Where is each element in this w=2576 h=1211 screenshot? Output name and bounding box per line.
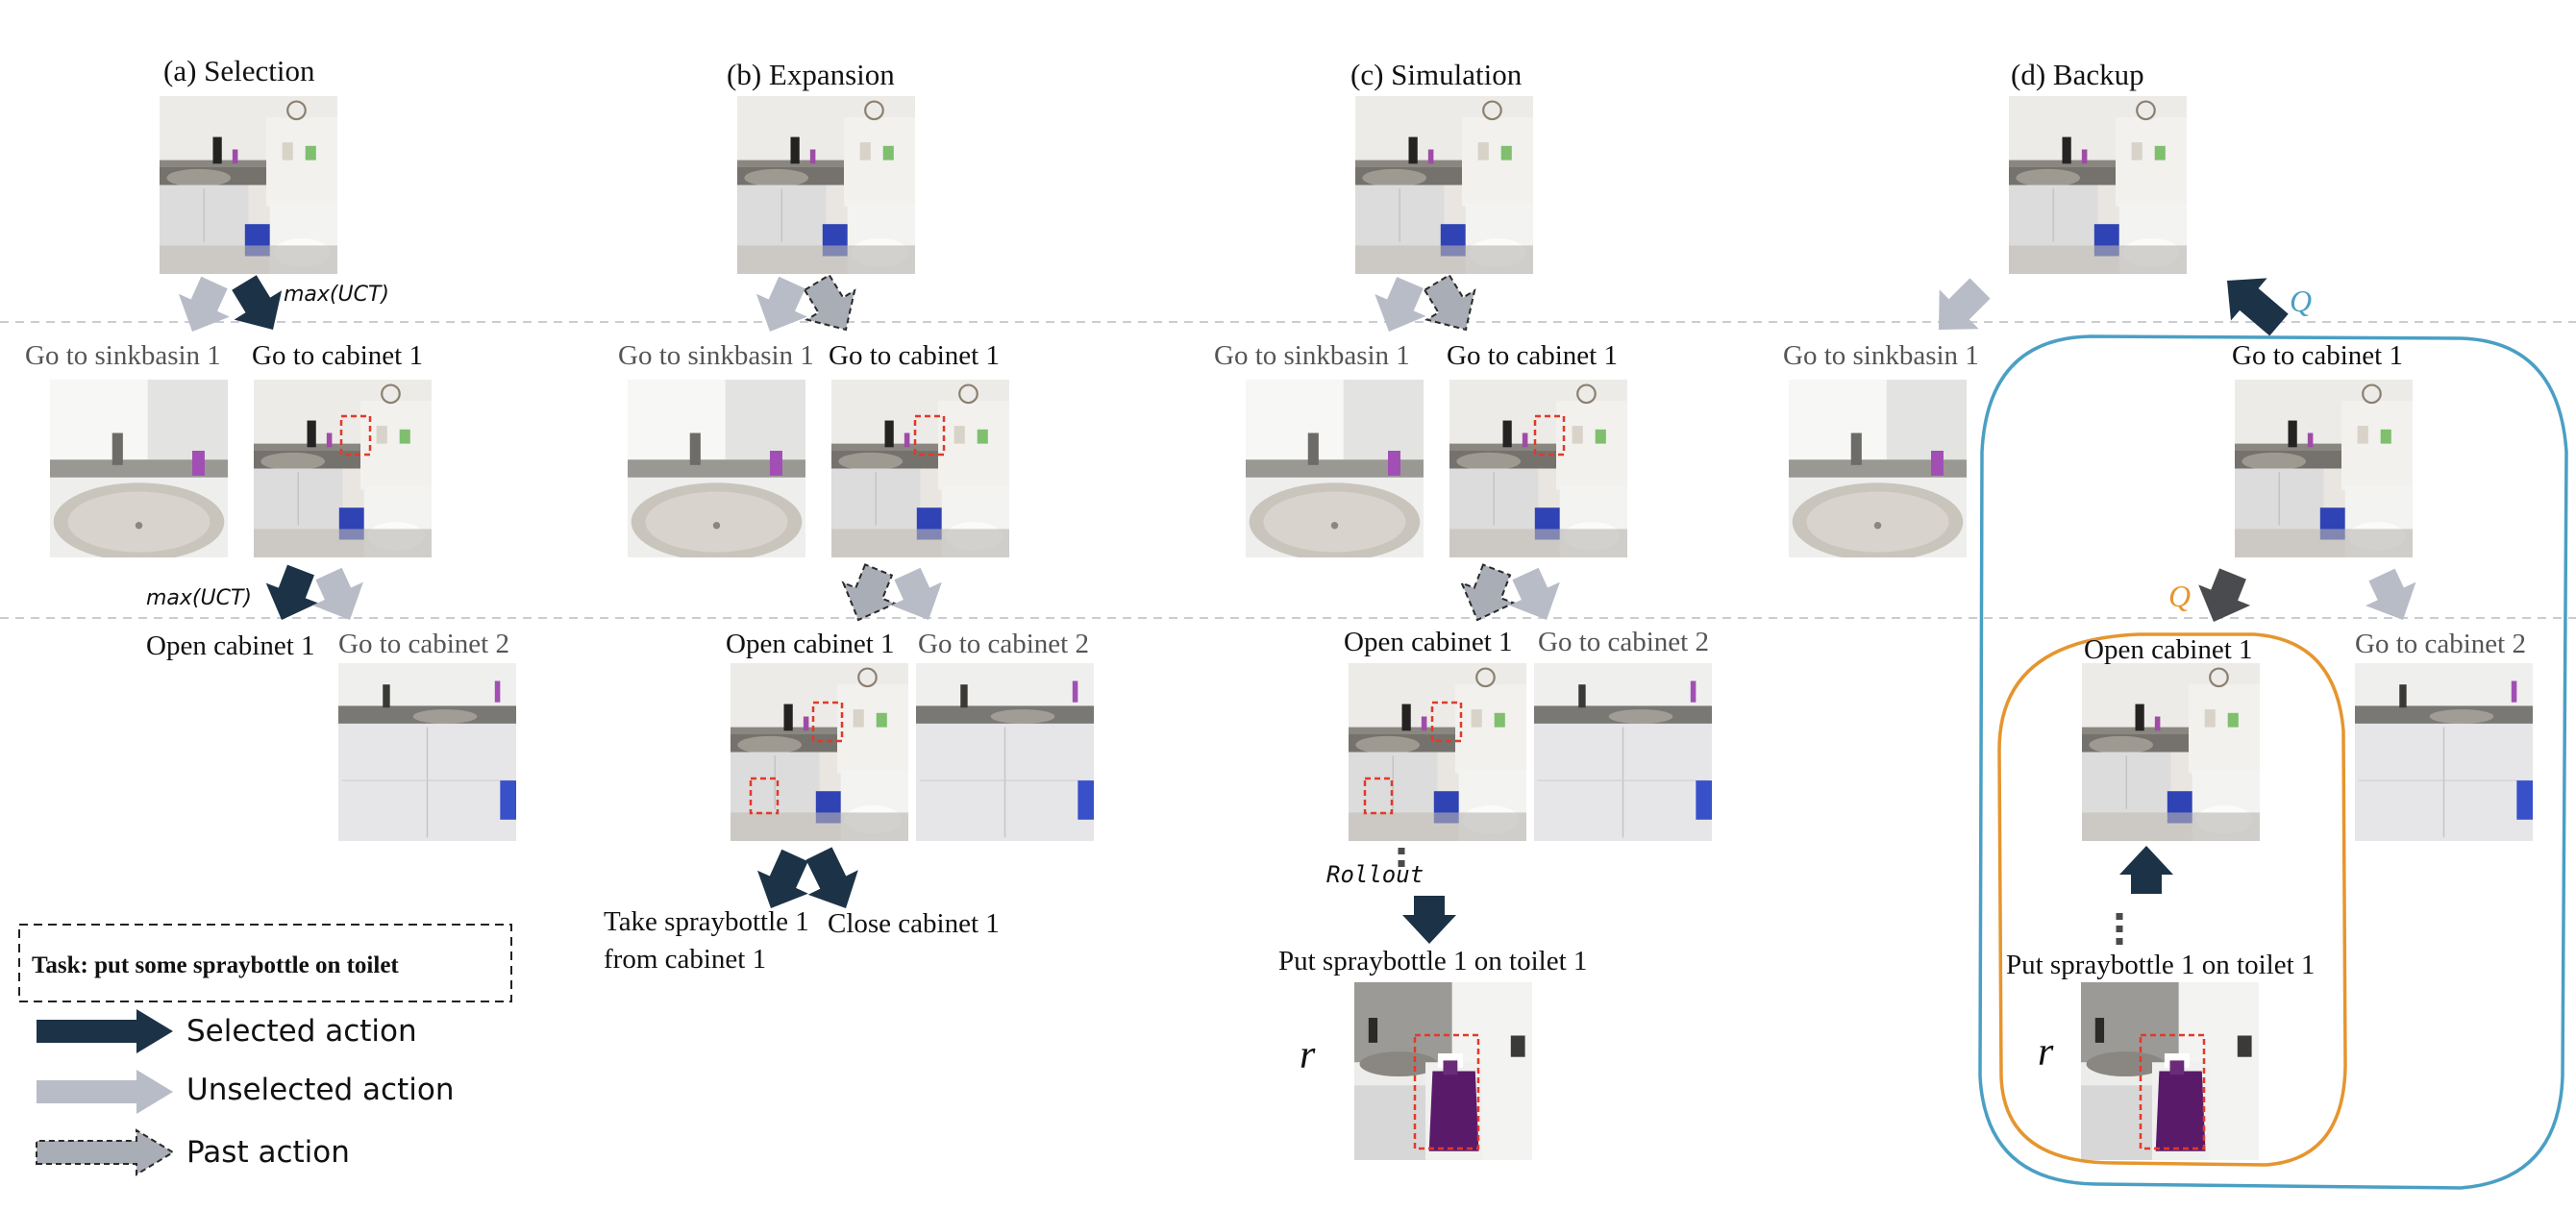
panel-expansion	[628, 96, 1094, 841]
panel-title-expansion: (b) Expansion	[727, 58, 895, 91]
action-label-go-cabinet-2: Go to cabinet 2	[918, 629, 1089, 659]
highlight-box	[1413, 1033, 1480, 1150]
state-image-spraybottle-on-toilet	[1354, 982, 1532, 1160]
root-state-image	[737, 96, 915, 274]
action-label-take-spraybottle: Take spraybottle 1	[604, 906, 809, 937]
q-value-label-outer: Q	[2290, 284, 2313, 318]
legend-selected-arrow	[37, 1009, 173, 1053]
panel-backup	[1789, 96, 2568, 1190]
backup-propagation-arrow	[2227, 278, 2289, 336]
backup-inner-region	[1997, 632, 2347, 1167]
action-label-open-cabinet-1: Open cabinet 1	[146, 630, 315, 661]
reward-label: r	[2038, 1030, 2054, 1075]
state-image-spraybottle-on-toilet	[2081, 982, 2259, 1160]
legend-selected-label: Selected action	[186, 1014, 417, 1049]
action-label-go-cabinet-2: Go to cabinet 2	[338, 629, 509, 659]
unselected-action-arrow	[312, 567, 363, 620]
action-label-put-spraybottle: Put spraybottle 1 on toilet 1	[2006, 950, 2316, 980]
root-state-image	[160, 96, 337, 274]
panel-selection	[50, 96, 516, 841]
highlight-box	[339, 414, 372, 457]
unselected-action-arrow	[1939, 278, 1991, 330]
state-image-sinkbasin	[628, 380, 805, 557]
action-label-go-cabinet-2: Go to cabinet 2	[1538, 627, 1709, 657]
legend-unselected-arrow	[37, 1070, 173, 1114]
uct-annotation: max(UCT)	[284, 283, 389, 307]
action-label-go-sinkbasin: Go to sinkbasin 1	[1214, 340, 1410, 371]
state-image-sinkbasin	[50, 380, 228, 557]
state-image-cabinet-1	[254, 380, 432, 557]
rollout-label: Rollout	[1326, 861, 1424, 888]
state-image-cabinet-2	[1534, 663, 1712, 841]
state-image-cabinet-2	[916, 663, 1094, 841]
legend-past-label: Past action	[186, 1135, 350, 1170]
action-label-go-cabinet-2: Go to cabinet 2	[2355, 629, 2526, 659]
action-label-open-cabinet-1: Open cabinet 1	[2084, 634, 2253, 665]
past-action-arrow	[1459, 563, 1517, 622]
highlight-box	[811, 701, 844, 743]
panel-title-simulation: (c) Simulation	[1350, 58, 1523, 91]
state-image-open-cabinet-1	[2082, 663, 2260, 841]
legend-past-arrow	[36, 1128, 175, 1176]
panel-title-backup: (d) Backup	[2011, 58, 2144, 91]
past-action-arrow	[1423, 273, 1476, 332]
unselected-action-arrow	[1375, 277, 1426, 332]
unselected-action-arrow	[178, 276, 230, 332]
action-label-take-spraybottle-source: from cabinet 1	[604, 944, 767, 975]
action-label-open-cabinet-1: Open cabinet 1	[726, 629, 895, 659]
unselected-action-arrow	[755, 276, 807, 332]
action-label-go-cabinet-1: Go to cabinet 1	[1447, 340, 1618, 371]
action-label-go-sinkbasin: Go to sinkbasin 1	[25, 340, 221, 371]
state-image-cabinet-1	[831, 380, 1009, 557]
action-label-go-cabinet-1: Go to cabinet 1	[829, 340, 1000, 371]
task-box	[18, 924, 512, 1002]
selected-action-arrow	[805, 847, 858, 908]
backup-outer-region	[1978, 334, 2568, 1190]
state-image-cabinet-1	[1449, 380, 1627, 557]
state-image-cabinet-1	[2235, 380, 2413, 557]
action-label-go-sinkbasin: Go to sinkbasin 1	[618, 340, 814, 371]
panel-simulation	[1246, 96, 1712, 1160]
unselected-action-arrow	[2365, 568, 2416, 620]
state-image-sinkbasin	[1246, 380, 1424, 557]
unselected-action-arrow	[1509, 567, 1560, 620]
highlight-box	[1430, 701, 1463, 743]
q-value-label-inner: Q	[2168, 579, 2192, 613]
action-label-go-cabinet-1: Go to cabinet 1	[252, 340, 423, 371]
root-state-image	[1355, 96, 1533, 274]
unselected-action-arrow	[891, 567, 942, 620]
highlight-box	[2139, 1033, 2206, 1150]
panel-title-selection: (a) Selection	[163, 54, 315, 87]
state-image-cabinet-2	[2355, 663, 2533, 841]
past-action-arrow	[841, 563, 898, 622]
reward-label: r	[1300, 1033, 1316, 1077]
backup-action-arrow	[2198, 568, 2251, 622]
task-text: Task: put some spraybottle on toilet	[32, 952, 399, 978]
legend-unselected-label: Unselected action	[186, 1073, 455, 1107]
arrow-layer	[36, 273, 2416, 1176]
highlight-box	[749, 777, 780, 815]
selected-action-arrow	[265, 564, 318, 620]
uct-annotation: max(UCT)	[146, 586, 252, 610]
selected-action-arrow	[757, 849, 808, 908]
action-label-go-sinkbasin: Go to sinkbasin 1	[1783, 340, 1979, 371]
action-label-open-cabinet-1: Open cabinet 1	[1344, 627, 1513, 657]
action-label-close-cabinet-1: Close cabinet 1	[828, 908, 1000, 939]
backup-propagation-arrow	[2119, 846, 2173, 894]
state-image-sinkbasin	[1789, 380, 1967, 557]
action-label-put-spraybottle: Put spraybottle 1 on toilet 1	[1278, 946, 1588, 976]
action-label-go-cabinet-1: Go to cabinet 1	[2232, 340, 2403, 371]
root-state-image	[2009, 96, 2187, 274]
selected-action-arrow	[232, 275, 283, 330]
highlight-box	[1533, 414, 1566, 457]
state-image-cabinet-2	[338, 663, 516, 841]
highlight-box	[1363, 777, 1394, 815]
past-action-arrow	[803, 273, 856, 332]
highlight-box	[913, 414, 946, 457]
selected-action-arrow	[1402, 896, 1456, 944]
